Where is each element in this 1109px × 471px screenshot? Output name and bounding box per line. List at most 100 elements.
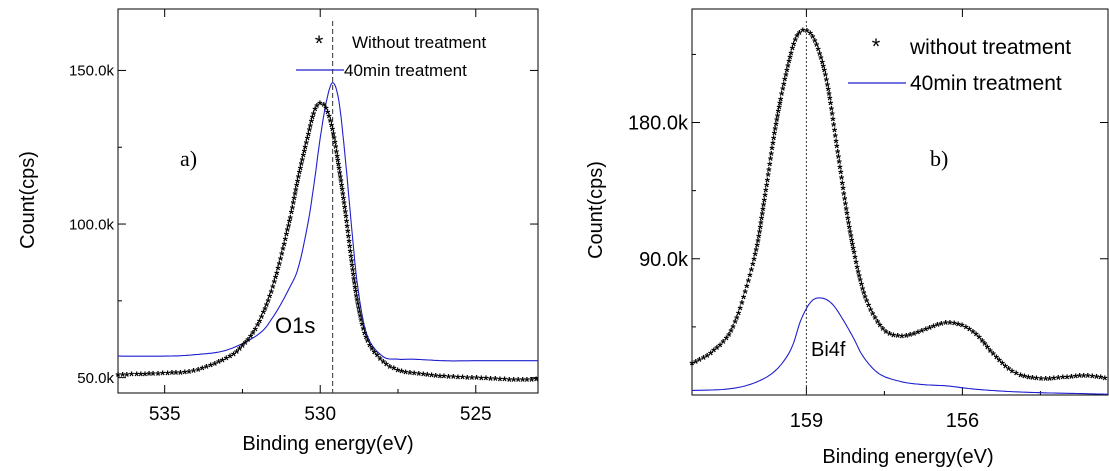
data-point-without: *	[837, 156, 843, 171]
data-point-without: *	[726, 329, 732, 344]
data-point-without: *	[306, 129, 312, 144]
data-point-without: *	[124, 369, 130, 384]
data-point-without: *	[437, 370, 443, 385]
data-point-without: *	[746, 275, 752, 290]
data-point-without: *	[1094, 371, 1100, 386]
data-point-without: *	[267, 290, 273, 305]
data-point-without: *	[328, 115, 334, 130]
data-point-without: *	[280, 243, 286, 258]
data-point-without: *	[974, 329, 980, 344]
data-point-without: *	[1034, 372, 1040, 387]
data-point-without: *	[191, 365, 197, 380]
data-point-without: *	[1073, 370, 1079, 385]
data-point-without: *	[465, 372, 471, 387]
data-point-without: *	[250, 327, 256, 342]
data-point-without: *	[351, 273, 357, 288]
data-point-without: *	[843, 198, 849, 213]
data-point-without: *	[308, 120, 314, 135]
data-point-without: *	[309, 116, 315, 131]
data-point-without: *	[848, 226, 854, 241]
data-point-without: *	[784, 64, 790, 79]
data-point-without: *	[861, 287, 867, 302]
data-point-without: *	[363, 332, 369, 347]
data-point-without: *	[751, 253, 757, 268]
data-point-without: *	[358, 314, 364, 329]
data-point-without: *	[474, 372, 480, 387]
data-point-without: *	[317, 97, 323, 112]
data-point-without: *	[216, 356, 222, 371]
data-point-without: *	[781, 78, 787, 93]
data-point-without: *	[952, 317, 958, 332]
legend-marker-without-b: *	[872, 34, 881, 59]
data-point-without: *	[883, 326, 889, 341]
data-point-without: *	[826, 88, 832, 103]
data-point-without: *	[997, 354, 1003, 369]
data-point-without: *	[1102, 372, 1108, 387]
data-point-without: *	[336, 159, 342, 174]
data-point-without: *	[348, 246, 354, 261]
data-point-without: *	[741, 292, 747, 307]
data-point-without: *	[823, 69, 829, 84]
data-point-without: *	[187, 366, 193, 381]
data-point-without: *	[1098, 372, 1104, 387]
data-point-without: *	[429, 370, 435, 385]
data-point-without: *	[991, 348, 997, 363]
data-point-without: *	[356, 302, 362, 317]
data-point-without: *	[1039, 373, 1045, 388]
data-point-without: *	[750, 258, 756, 273]
data-point-without: *	[391, 363, 397, 378]
data-point-without: *	[736, 307, 742, 322]
data-point-without: *	[362, 327, 368, 342]
data-point-without: *	[455, 371, 461, 386]
data-point-without: *	[1018, 369, 1024, 384]
data-point-without: *	[289, 207, 295, 222]
data-point-without: *	[744, 281, 750, 296]
data-point-without: *	[814, 39, 820, 54]
data-point-without: *	[134, 369, 140, 384]
data-point-without: *	[237, 343, 243, 358]
data-point-without: *	[384, 359, 390, 374]
data-point-without: *	[776, 106, 782, 121]
data-point-without: *	[967, 324, 973, 339]
data-point-without: *	[1090, 370, 1096, 385]
data-point-without: *	[817, 48, 823, 63]
data-point-without: *	[877, 319, 883, 334]
data-point-without: *	[483, 373, 489, 388]
data-point-without: *	[343, 211, 349, 226]
data-point-without: *	[749, 264, 755, 279]
data-point-without: *	[357, 306, 363, 321]
data-point-without: *	[354, 294, 360, 309]
data-point-without: *	[301, 150, 307, 165]
data-point-without: *	[220, 354, 226, 369]
data-point-without: *	[833, 130, 839, 145]
data-point-without: *	[724, 333, 730, 348]
data-point-without: *	[529, 374, 535, 389]
data-point-without: *	[248, 330, 254, 345]
data-point-without: *	[959, 320, 965, 335]
data-point-without: *	[780, 83, 786, 98]
data-point-without: *	[816, 43, 822, 58]
data-point-without: *	[234, 346, 240, 361]
data-point-without: *	[711, 345, 717, 360]
data-point-without: *	[156, 368, 162, 383]
data-point-without: *	[1047, 373, 1053, 388]
data-point-without: *	[120, 369, 126, 384]
data-point-without: *	[908, 329, 914, 344]
data-point-without: *	[305, 133, 311, 148]
data-point-without: *	[334, 146, 340, 161]
data-point-without: *	[275, 263, 281, 278]
data-point-without: *	[291, 197, 297, 212]
data-point-without: *	[721, 336, 727, 351]
panel-label-a: a)	[180, 146, 197, 171]
data-point-without: *	[292, 193, 298, 208]
data-point-without: *	[828, 98, 834, 113]
data-point-without: *	[243, 337, 249, 352]
data-point-without: *	[768, 153, 774, 168]
data-point-without: *	[352, 277, 358, 292]
legend-label-without-b: without treatment	[909, 36, 1071, 59]
data-point-without: *	[395, 364, 401, 379]
data-point-without: *	[345, 220, 351, 235]
data-point-without: *	[764, 180, 770, 195]
